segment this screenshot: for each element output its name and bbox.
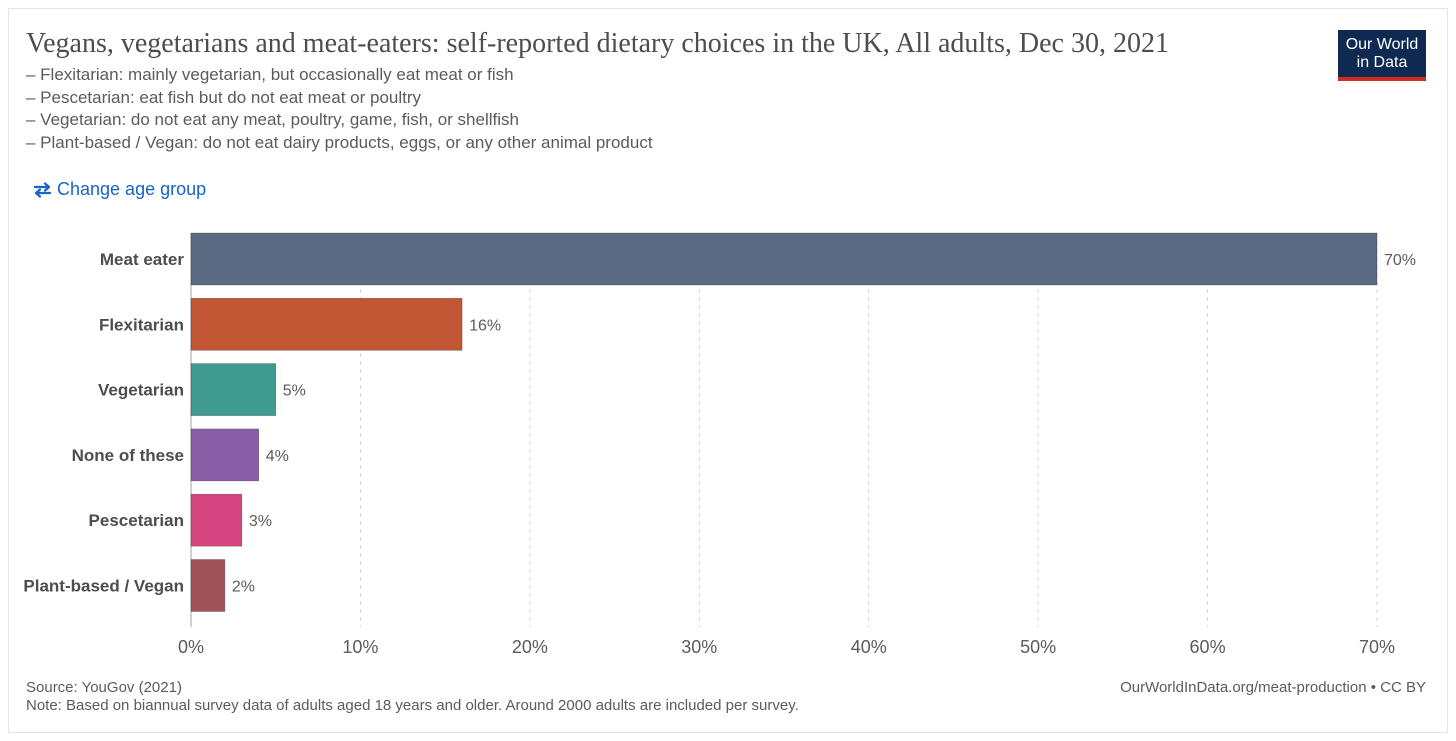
category-label: None of these	[72, 446, 184, 465]
x-tick-label: 70%	[1359, 637, 1395, 657]
x-tick-label: 0%	[178, 637, 204, 657]
note-text: Note: Based on biannual survey data of a…	[26, 697, 799, 714]
footer-credit[interactable]: OurWorldInData.org/meat-production • CC …	[1120, 679, 1426, 696]
change-age-group-label: Change age group	[57, 179, 207, 199]
x-tick-label: 40%	[851, 637, 887, 657]
logo-line-2: in Data	[1356, 53, 1408, 71]
bar	[190, 428, 260, 482]
subtitle-line: – Vegetarian: do not eat any meat, poult…	[26, 110, 519, 129]
chart-title: Vegans, vegetarians and meat-eaters: sel…	[26, 28, 1169, 59]
category-label: Flexitarian	[99, 315, 184, 334]
subtitle-line: – Pescetarian: eat fish but do not eat m…	[26, 87, 422, 107]
bar	[190, 493, 243, 547]
owid-logo[interactable]: Our World in Data	[1338, 30, 1426, 81]
swap-arrows-icon	[33, 181, 52, 198]
value-label: 70%	[1384, 252, 1416, 269]
footer-left: Source: YouGov (2021) Note: Based on bia…	[26, 679, 799, 715]
source-text: Source: YouGov (2021)	[26, 679, 182, 696]
change-age-group-button[interactable]: Change age group	[33, 179, 206, 200]
logo-line-1: Our World	[1345, 35, 1419, 53]
chart-frame	[8, 8, 1448, 733]
value-label: 2%	[232, 579, 255, 596]
value-label: 16%	[469, 317, 501, 334]
value-label: 3%	[249, 513, 272, 530]
subtitle-line: – Flexitarian: mainly vegetarian, but oc…	[26, 65, 514, 84]
x-tick-label: 20%	[512, 637, 548, 657]
category-label: Vegetarian	[98, 381, 184, 400]
x-tick-label: 30%	[681, 637, 717, 657]
x-tick-label: 60%	[1190, 637, 1226, 657]
bar	[190, 297, 463, 351]
bar	[190, 232, 1378, 286]
bar	[190, 363, 277, 416]
chart-subtitle: – Flexitarian: mainly vegetarian, but oc…	[26, 64, 653, 154]
category-label: Pescetarian	[89, 511, 184, 530]
value-label: 4%	[266, 448, 289, 465]
x-tick-label: 50%	[1020, 637, 1056, 657]
category-label: Plant-based / Vegan	[23, 577, 184, 596]
subtitle-line: – Plant-based / Vegan: do not eat dairy …	[26, 132, 653, 152]
value-label: 5%	[283, 383, 306, 400]
bar	[190, 559, 226, 612]
x-tick-label: 10%	[342, 637, 378, 657]
category-label: Meat eater	[100, 250, 184, 269]
